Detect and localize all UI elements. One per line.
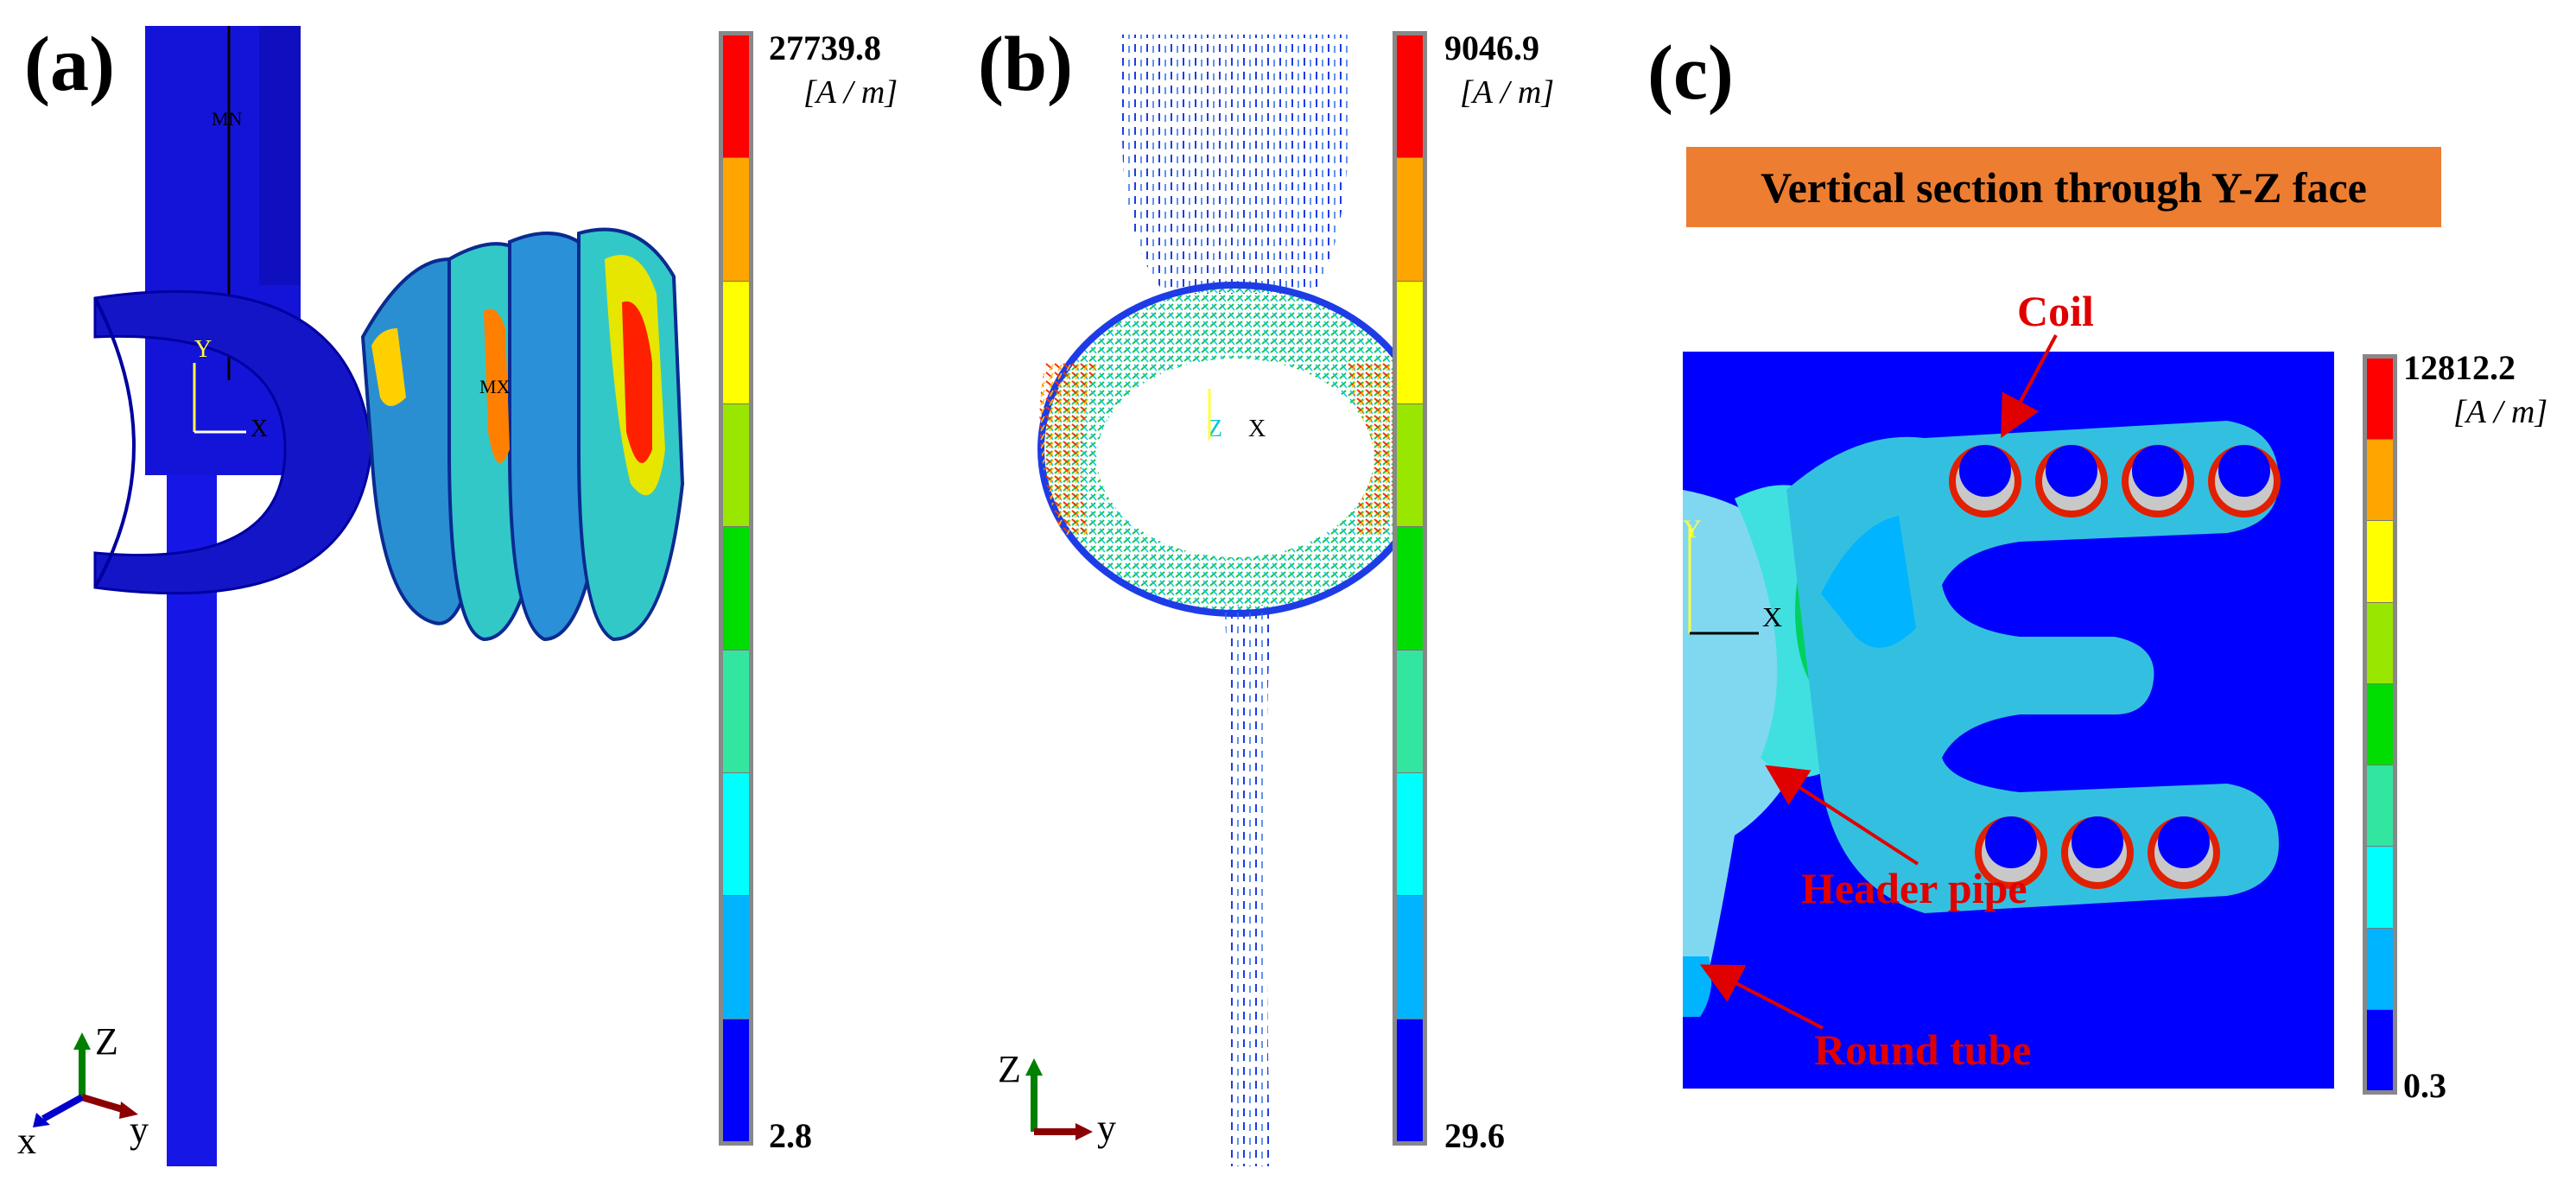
colorbar-b bbox=[1393, 31, 1427, 1146]
coil-label: Coil bbox=[2017, 287, 2094, 335]
axis-a-z: Z bbox=[95, 1020, 118, 1063]
colorbar-a-min: 2.8 bbox=[769, 1116, 812, 1155]
colorbar-segment bbox=[2367, 847, 2393, 929]
colorbar-segment bbox=[2367, 683, 2393, 766]
colorbar-segment bbox=[1397, 1019, 1423, 1141]
coil-top-row bbox=[1949, 445, 2281, 517]
axis-triad-b: Z y bbox=[998, 1048, 1116, 1149]
colorbar-segment bbox=[2367, 521, 2393, 603]
colorbar-segment bbox=[1397, 650, 1423, 773]
colorbar-segment bbox=[1397, 35, 1423, 159]
colorbar-segment bbox=[1397, 403, 1423, 528]
header-pipe-label: Header pipe bbox=[1801, 864, 2027, 912]
axis-triad-a: Z y x bbox=[17, 1020, 149, 1162]
panel-a-label: (a) bbox=[24, 22, 115, 107]
colorbar-segment bbox=[723, 1019, 749, 1141]
colorbar-segment bbox=[723, 35, 749, 159]
colorbar-segment bbox=[723, 527, 749, 651]
model-c-x-label: X bbox=[1762, 601, 1782, 632]
colorbar-segment bbox=[723, 403, 749, 528]
colorbar-segment bbox=[2367, 359, 2393, 441]
colorbar-b-unit: [A / m] bbox=[1460, 74, 1555, 111]
colorbar-segment bbox=[1397, 772, 1423, 897]
colorbar-c-unit: [A / m] bbox=[2453, 394, 2548, 430]
colorbar-b-min: 29.6 bbox=[1444, 1116, 1505, 1155]
round-tube-label: Round tube bbox=[1814, 1025, 2032, 1074]
round-tube-arrow bbox=[1699, 964, 1824, 1030]
model-y-label: Y bbox=[194, 336, 212, 363]
coil-shape bbox=[360, 227, 685, 642]
panel-c-label: (c) bbox=[1647, 30, 1734, 116]
colorbar-c-max: 12812.2 bbox=[2403, 348, 2516, 387]
colorbar-segment bbox=[2367, 928, 2393, 1010]
panel-a-model: Y X MN MX Z y x bbox=[17, 26, 685, 1166]
colorbar-segment bbox=[723, 772, 749, 897]
colorbar-a-unit: [A / m] bbox=[803, 74, 898, 111]
colorbar-segment bbox=[723, 281, 749, 404]
model-c-y-label: Y bbox=[1683, 515, 1702, 543]
model-b-z-label: Z bbox=[1208, 416, 1222, 442]
colorbar-a bbox=[719, 31, 753, 1146]
colorbar-c-min: 0.3 bbox=[2403, 1066, 2446, 1105]
colorbar-segment bbox=[2367, 765, 2393, 848]
model-b-x-label: X bbox=[1248, 416, 1266, 442]
coil-arrow bbox=[2001, 334, 2058, 439]
colorbar-c bbox=[2363, 354, 2397, 1095]
colorbar-segment bbox=[2367, 602, 2393, 684]
panel-b-vector-field: X Z Z y bbox=[998, 35, 1399, 1166]
colorbar-segment bbox=[1397, 158, 1423, 282]
colorbar-segment bbox=[723, 650, 749, 773]
colorbar-a-max: 27739.8 bbox=[769, 29, 881, 67]
colorbar-segment bbox=[2367, 440, 2393, 522]
model-mx-label: MX bbox=[479, 376, 511, 397]
header-pipe-arrow bbox=[1765, 765, 1919, 866]
panel-b-label: (b) bbox=[978, 22, 1073, 107]
axis-b-y: y bbox=[1097, 1107, 1116, 1149]
colorbar-segment bbox=[723, 896, 749, 1019]
axis-a-y: y bbox=[130, 1108, 149, 1151]
panel-c-title: Vertical section through Y-Z face bbox=[1686, 147, 2441, 227]
model-mn-label: MN bbox=[212, 108, 243, 130]
axis-a-x: x bbox=[17, 1120, 36, 1162]
panel-c-section: Y X bbox=[1683, 352, 2334, 1089]
axis-b-z: Z bbox=[998, 1048, 1021, 1090]
colorbar-segment bbox=[2367, 1009, 2393, 1090]
colorbar-segment bbox=[1397, 527, 1423, 651]
coil-bottom-row bbox=[1975, 816, 2220, 889]
colorbar-segment bbox=[723, 158, 749, 282]
colorbar-b-max: 9046.9 bbox=[1444, 29, 1539, 67]
colorbar-segment bbox=[1397, 281, 1423, 404]
header-pipe-shape bbox=[93, 289, 373, 595]
model-x-label: X bbox=[251, 416, 268, 442]
colorbar-segment bbox=[1397, 896, 1423, 1019]
